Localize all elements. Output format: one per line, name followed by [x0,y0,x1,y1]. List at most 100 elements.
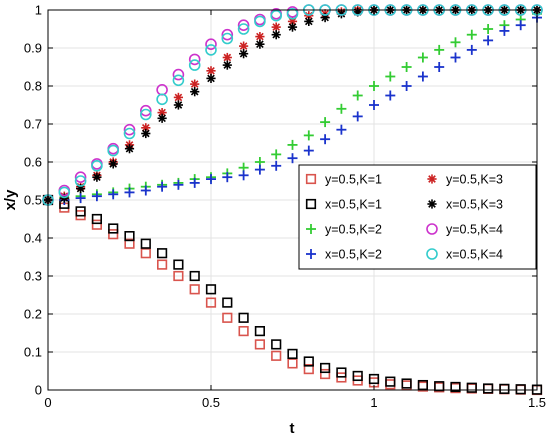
data-point [91,160,103,172]
data-point [237,23,250,35]
data-point [206,174,216,185]
data-point [417,71,428,82]
data-point [92,172,102,182]
data-point [336,124,347,135]
data-point [304,16,314,26]
data-point [238,325,249,337]
data-point [286,8,299,20]
data-point [336,103,347,114]
data-point [254,164,265,175]
data-point [205,44,217,56]
x-tick-label: 0 [44,395,51,410]
data-point [74,175,87,187]
x-axis-label: t [290,420,295,437]
data-point [108,229,119,240]
data-point [124,238,135,249]
data-point [238,312,249,323]
data-point [401,62,412,72]
data-point [91,219,102,230]
data-point [221,28,234,41]
data-point [157,108,167,118]
data-point [385,376,396,387]
data-point [482,383,494,394]
data-point [271,30,281,40]
data-point [108,223,119,234]
y-tick-label: 1 [35,3,42,18]
data-point [123,123,136,136]
legend-label: y=0.5,K=1 [325,173,382,187]
legend-marker [427,199,437,209]
data-point [173,259,184,270]
data-point [156,93,168,106]
data-point [157,259,168,270]
data-point [499,383,510,394]
data-point [140,185,151,196]
legend: y=0.5,K=1 x=0.5,K=1 y=0.5,K=2 x=0.5,K=2 y=0.… [298,164,537,270]
data-point [401,378,412,389]
data-point [140,238,151,249]
x-tick-label: 0.5 [202,395,220,410]
data-point [173,100,183,110]
legend-label: y=0.5,K=4 [446,223,503,237]
data-point [271,350,282,361]
data-point [303,356,314,367]
data-point [254,325,266,337]
data-point [254,15,266,28]
data-point [141,128,151,139]
y-tick-label: 0.2 [24,307,42,322]
data-point [172,74,185,87]
data-point [173,179,184,190]
x-tick-label: 1 [370,395,377,410]
data-point [483,24,494,34]
data-point [450,52,461,63]
data-point [450,37,461,48]
data-point [206,73,216,83]
data-point [74,171,87,183]
data-point [417,379,429,391]
data-point [222,60,232,70]
data-point [108,159,118,169]
y-axis-label: x/y [2,189,19,211]
data-point [188,59,201,71]
data-point [515,20,526,31]
data-point [320,13,330,23]
data-point [123,127,136,140]
data-point [401,81,412,91]
data-point [385,90,396,101]
data-point [287,22,298,32]
data-point [352,370,363,382]
data-point [450,381,461,393]
data-point [205,38,217,51]
data-point [91,213,102,225]
data-point [205,297,217,308]
data-point [369,100,379,110]
data-point [173,270,184,282]
data-point [189,270,200,282]
data-point [157,248,168,259]
data-point [369,81,379,91]
data-point [140,108,152,121]
data-point [190,87,200,97]
data-point [352,90,363,101]
data-point [417,52,428,63]
y-tick-label: 0.5 [24,193,42,208]
data-point [140,104,152,117]
data-point [190,79,200,89]
data-point [287,358,298,369]
data-point [222,297,233,308]
legend-label: x=0.5,K=1 [325,198,382,212]
legend-label: x=0.5,K=4 [446,248,503,262]
data-point [188,53,201,66]
y-tick-label: 0.6 [24,155,42,170]
legend-marker [306,224,316,234]
x-tick-label: 1.5 [528,395,546,410]
data-point [270,9,283,22]
data-point [172,68,185,81]
data-point [75,193,86,204]
data-point [221,32,234,45]
data-point [254,339,266,350]
y-tick-label: 0.1 [24,345,42,360]
data-point [385,71,396,82]
data-point [237,19,250,32]
data-point [124,144,135,154]
